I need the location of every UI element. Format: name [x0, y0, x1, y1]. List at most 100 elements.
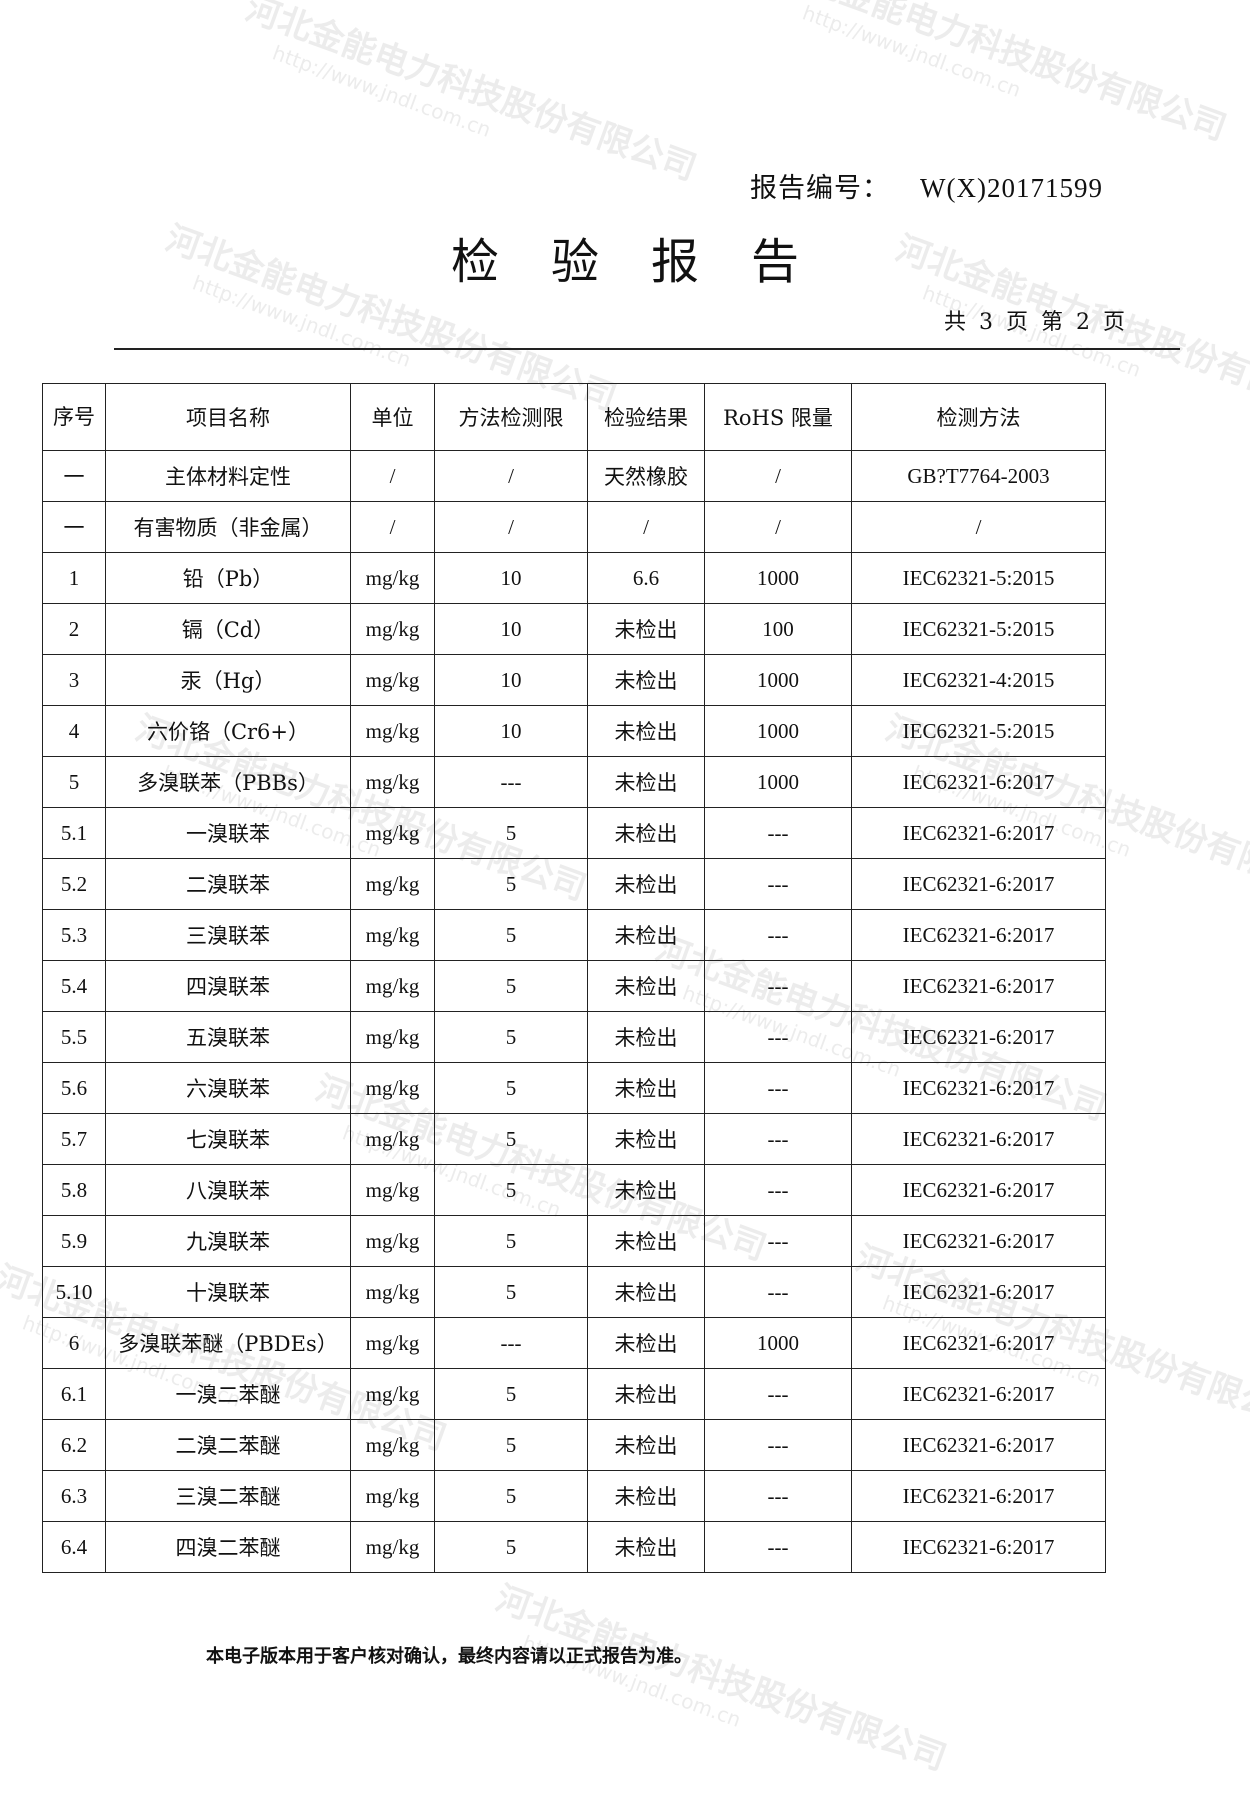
table-cell: --- — [704, 1266, 852, 1318]
table-cell: 镉（Cd） — [105, 603, 351, 655]
table-row: 5.4 四溴联苯 mg/kg 5 未检出 --- IEC62321-6:2017 — [42, 960, 1106, 1012]
table-cell: 十溴联苯 — [105, 1266, 351, 1318]
table-cell: 5 — [434, 807, 588, 859]
table-cell: --- — [704, 1521, 852, 1573]
table-cell: --- — [704, 807, 852, 859]
table-cell: mg/kg — [350, 603, 435, 655]
watermark-url: http://www.jndl.com.cn — [799, 0, 1025, 102]
table-row: 6.4 四溴二苯醚 mg/kg 5 未检出 --- IEC62321-6:2017 — [42, 1521, 1106, 1573]
table-cell: 1000 — [704, 1317, 852, 1369]
table-cell: 5 — [434, 1266, 588, 1318]
table-cell: 未检出 — [587, 1062, 705, 1114]
table-cell: 未检出 — [587, 1266, 705, 1318]
table-cell: 10 — [434, 705, 588, 757]
table-row: 一有害物质（非金属） / / / / / — [42, 501, 1106, 553]
table-cell: IEC62321-6:2017 — [851, 1011, 1106, 1063]
table-cell: mg/kg — [350, 1521, 435, 1573]
table-cell: 6.3 — [42, 1470, 106, 1522]
table-cell: 5 — [434, 1011, 588, 1063]
table-cell: 10 — [434, 603, 588, 655]
report-number-label: 报告编号： — [750, 173, 890, 204]
table-cell: --- — [704, 1113, 852, 1165]
table-cell: 汞（Hg） — [105, 654, 351, 706]
column-header: 方法检测限 — [434, 383, 588, 451]
table-cell: IEC62321-5:2015 — [851, 552, 1106, 604]
table-row: 5.9 九溴联苯 mg/kg 5 未检出 --- IEC62321-6:2017 — [42, 1215, 1106, 1267]
table-cell: IEC62321-6:2017 — [851, 1266, 1106, 1318]
table-cell: 5 — [434, 1062, 588, 1114]
table-cell: mg/kg — [350, 1011, 435, 1063]
table-cell: 九溴联苯 — [105, 1215, 351, 1267]
table-cell: 4 — [42, 705, 106, 757]
table-cell: mg/kg — [350, 552, 435, 604]
table-cell: 5.8 — [42, 1164, 106, 1216]
table-cell: mg/kg — [350, 909, 435, 961]
table-cell: 6.2 — [42, 1419, 106, 1471]
table-cell: 5 — [434, 1470, 588, 1522]
table-cell: 1000 — [704, 654, 852, 706]
table-row: 6 多溴联苯醚（PBDEs） mg/kg --- 未检出 1000 IEC62321-6:2… — [42, 1317, 1106, 1369]
table-cell: 5 — [434, 960, 588, 1012]
table-cell: / — [350, 450, 435, 502]
page-title: 检验报告 — [450, 234, 851, 290]
table-row: 6.3 三溴二苯醚 mg/kg 5 未检出 --- IEC62321-6:2017 — [42, 1470, 1106, 1522]
watermark: 河北金能电力科技股份有限公司 http://www.jndl.com.cn — [232, 0, 704, 212]
report-number: 报告编号： W(X)20171599 — [750, 166, 1103, 205]
column-header: 检验结果 — [587, 383, 705, 451]
table-cell: / — [350, 501, 435, 553]
table-cell: 六价铬（Cr6+） — [105, 705, 351, 757]
table-cell: IEC62321-6:2017 — [851, 1215, 1106, 1267]
table-cell: IEC62321-6:2017 — [851, 807, 1106, 859]
table-cell: 八溴联苯 — [105, 1164, 351, 1216]
table-row: 5.1 一溴联苯 mg/kg 5 未检出 --- IEC62321-6:2017 — [42, 807, 1106, 859]
table-row: 3 汞（Hg） mg/kg 10 未检出 1000 IEC62321-4:2015 — [42, 654, 1106, 706]
table-cell: mg/kg — [350, 960, 435, 1012]
table-cell: 5.2 — [42, 858, 106, 910]
table-cell: IEC62321-6:2017 — [851, 1368, 1106, 1420]
table-cell: / — [434, 450, 588, 502]
table-cell: --- — [704, 1011, 852, 1063]
table-row: 2 镉（Cd） mg/kg 10 未检出 100 IEC62321-5:2015 — [42, 603, 1106, 655]
table-cell: 二溴二苯醚 — [105, 1419, 351, 1471]
table-cell: mg/kg — [350, 654, 435, 706]
table-row: 5.3 三溴联苯 mg/kg 5 未检出 --- IEC62321-6:2017 — [42, 909, 1106, 961]
table-cell: 6.4 — [42, 1521, 106, 1573]
table-cell: mg/kg — [350, 705, 435, 757]
table-cell: --- — [704, 909, 852, 961]
table-cell: mg/kg — [350, 1062, 435, 1114]
table-cell: 未检出 — [587, 1317, 705, 1369]
table-cell: IEC62321-5:2015 — [851, 705, 1106, 757]
table-cell: --- — [704, 1368, 852, 1420]
table-cell: 100 — [704, 603, 852, 655]
table-cell: 6 — [42, 1317, 106, 1369]
table-cell: --- — [704, 1062, 852, 1114]
table-cell: 未检出 — [587, 1215, 705, 1267]
table-cell: mg/kg — [350, 756, 435, 808]
table-cell: 5.6 — [42, 1062, 106, 1114]
table-cell: 5 — [434, 858, 588, 910]
table-cell: 5 — [42, 756, 106, 808]
table-cell: 未检出 — [587, 1521, 705, 1573]
table-cell: 1 — [42, 552, 106, 604]
table-cell: mg/kg — [350, 1266, 435, 1318]
table-cell: 三溴联苯 — [105, 909, 351, 961]
table-cell: 未检出 — [587, 705, 705, 757]
table-cell: --- — [434, 756, 588, 808]
table-cell: 5 — [434, 1164, 588, 1216]
table-cell: 未检出 — [587, 603, 705, 655]
table-cell: 六溴联苯 — [105, 1062, 351, 1114]
table-cell: 未检出 — [587, 1011, 705, 1063]
table-cell: mg/kg — [350, 1164, 435, 1216]
table-cell: 3 — [42, 654, 106, 706]
table-cell: --- — [704, 858, 852, 910]
table-cell: 天然橡胶 — [587, 450, 705, 502]
table-cell: IEC62321-6:2017 — [851, 1317, 1106, 1369]
table-cell: mg/kg — [350, 1368, 435, 1420]
table-row: 5.10 十溴联苯 mg/kg 5 未检出 --- IEC62321-6:2017 — [42, 1266, 1106, 1318]
table-cell: / — [704, 450, 852, 502]
table-cell: 10 — [434, 552, 588, 604]
table-cell: 一溴二苯醚 — [105, 1368, 351, 1420]
column-header: 序号 — [42, 383, 106, 451]
table-cell: mg/kg — [350, 1113, 435, 1165]
table-cell: 有害物质（非金属） — [105, 501, 351, 553]
